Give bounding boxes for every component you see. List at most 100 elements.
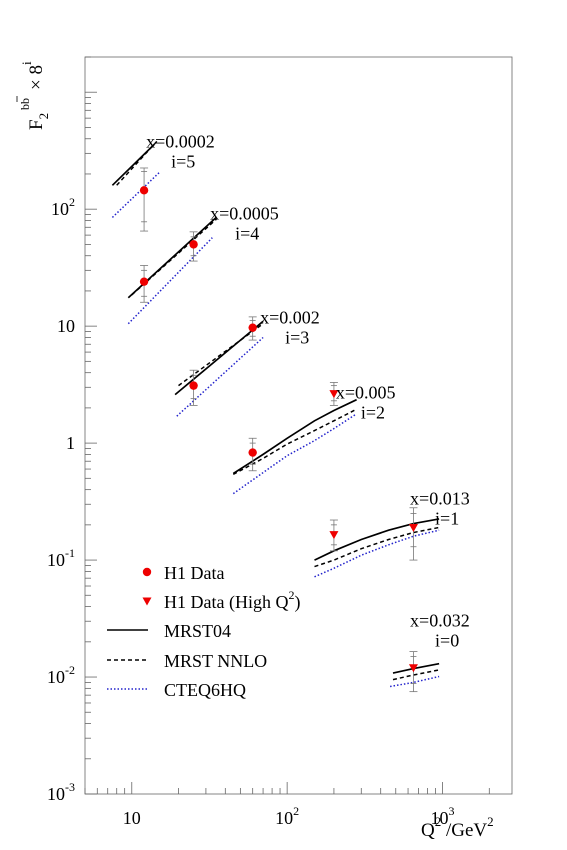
cteq-curve-bin-0 xyxy=(111,172,160,218)
bin-i-label: i=1 xyxy=(435,509,459,529)
legend-label-cteq: CTEQ6HQ xyxy=(164,680,246,700)
x-title-base: Q xyxy=(421,820,435,841)
mrst04-curve-bin-0 xyxy=(111,143,156,186)
x-tick-label: 103 xyxy=(431,804,455,828)
data-point-bin-1-1 xyxy=(189,231,198,262)
data-point-bin-5-0 xyxy=(408,651,418,693)
cteq-curve-bin-5 xyxy=(389,675,440,688)
h1-data-points xyxy=(139,167,418,693)
data-point-bin-4-0 xyxy=(329,519,339,552)
y-tick-exponent: 2 xyxy=(69,195,75,209)
y-tick-label: 10 xyxy=(57,316,75,336)
x-tick-label: 102 xyxy=(275,804,299,828)
bin-x-label: x=0.0005 xyxy=(210,203,279,223)
legend-label-sup: 2 xyxy=(288,588,294,602)
x-title-mid: /GeV xyxy=(441,820,487,841)
y-tick-base: 10 xyxy=(47,550,65,570)
data-point-bin-2-1 xyxy=(248,316,257,341)
legend-entry-nnlo: MRST NNLO xyxy=(107,651,267,671)
y-tick-exponent: -3 xyxy=(65,780,75,794)
y-title-sub: 2 xyxy=(36,113,51,120)
data-marker xyxy=(139,186,149,195)
bin-i-label: i=4 xyxy=(235,223,259,243)
x-tick-label: 10 xyxy=(123,808,141,828)
legend-label-text: H1 Data xyxy=(164,563,224,583)
bin-x-label: x=0.0002 xyxy=(146,132,215,152)
legend-label-text: CTEQ6HQ xyxy=(164,680,246,700)
y-title-base: F xyxy=(26,119,47,130)
data-marker xyxy=(189,240,198,249)
legend-entry-mrst04: MRST04 xyxy=(107,621,231,641)
bin-x-label: x=0.013 xyxy=(410,489,470,509)
bin-x-label: x=0.002 xyxy=(260,307,320,327)
bin-i-label: i=2 xyxy=(361,403,385,423)
x-tick-exponent: 3 xyxy=(449,804,455,818)
bin-i-label: i=5 xyxy=(171,152,195,172)
legend-label-text: MRST NNLO xyxy=(164,651,267,671)
legend-label-nnlo: MRST NNLO xyxy=(164,651,267,671)
mrst04-curve-bin-3 xyxy=(232,398,357,475)
x-tick-base: 10 xyxy=(123,808,141,828)
y-title-text: F2 xyxy=(26,113,51,130)
mrst04-curve-bin-1 xyxy=(127,216,217,299)
data-point-bin-4-1 xyxy=(408,507,418,561)
bin-x-label: x=0.005 xyxy=(336,383,396,403)
cteq-curve-bin-4 xyxy=(314,529,440,578)
y-tick-label: 102 xyxy=(51,195,75,219)
legend-label-h1: H1 Data xyxy=(164,563,224,583)
nnlo-curve-bin-4 xyxy=(314,526,440,568)
legend-label-text: MRST04 xyxy=(164,621,231,641)
y-tick-exponent: -2 xyxy=(65,663,75,677)
y-tick-base: 10 xyxy=(47,667,65,687)
y-tick-base: 10 xyxy=(47,784,65,804)
legend-marker-h1high xyxy=(142,597,152,606)
y-axis-title: F2 bb × 8i xyxy=(16,61,51,130)
y-tick-label: 10-2 xyxy=(47,663,75,687)
legend-marker-h1 xyxy=(142,567,152,577)
y-title-suffix-text: × 8 xyxy=(26,65,47,90)
nnlo-curve-bin-3 xyxy=(232,408,357,476)
y-tick-base: 10 xyxy=(57,316,75,336)
x-title-sup: 2 xyxy=(435,814,442,829)
x-tick-base: 10 xyxy=(431,808,449,828)
data-marker xyxy=(329,390,339,399)
y-tick-base: 1 xyxy=(66,433,75,453)
bin-i-label: i=0 xyxy=(435,631,459,651)
legend-label-h1high: H1 Data (High Q2) xyxy=(164,588,300,613)
bin-labels: x=0.0002i=5x=0.0005i=4x=0.002i=3x=0.005i… xyxy=(146,132,470,651)
data-marker xyxy=(408,664,418,673)
y-tick-base: 10 xyxy=(51,199,69,219)
data-marker xyxy=(248,448,257,457)
legend: H1 Data H1 Data (High Q2) MRST04 MRST NNLO C… xyxy=(107,563,300,700)
legend-entry-h1: H1 Data xyxy=(142,563,224,583)
nnlo-curve-bin-2 xyxy=(178,323,264,387)
data-point-bin-1-0 xyxy=(139,265,149,303)
y-tick-label: 1 xyxy=(66,433,75,453)
data-marker xyxy=(248,323,257,332)
data-marker xyxy=(139,277,149,286)
mrst04-curve-bin-4 xyxy=(314,518,440,561)
legend-label-text: H1 Data (High Q xyxy=(164,592,288,613)
legend-entry-h1high: H1 Data (High Q2) xyxy=(142,588,300,613)
plot-border xyxy=(84,56,513,795)
plot-frame xyxy=(84,56,513,795)
bin-x-label: x=0.032 xyxy=(410,611,470,631)
legend-label-mrst04: MRST04 xyxy=(164,621,231,641)
data-point-bin-2-0 xyxy=(189,369,198,406)
data-point-bin-3-0 xyxy=(248,437,257,472)
y-tick-label: 10-1 xyxy=(47,546,75,570)
x-axis-title: Q2 /GeV2 xyxy=(421,814,494,841)
x-tick-base: 10 xyxy=(275,808,293,828)
y-title-suffix: × 8i xyxy=(19,61,47,90)
x-tick-exponent: 2 xyxy=(293,804,299,818)
y-title-sup2: i xyxy=(19,61,34,65)
data-point-bin-0-0 xyxy=(139,167,149,232)
data-point-bin-3-1 xyxy=(329,382,339,406)
bin-i-label: i=3 xyxy=(285,327,309,347)
legend-entry-cteq: CTEQ6HQ xyxy=(107,680,246,700)
cteq-curve-bin-3 xyxy=(232,413,358,495)
y-title-sup-text: bb xyxy=(18,98,32,110)
